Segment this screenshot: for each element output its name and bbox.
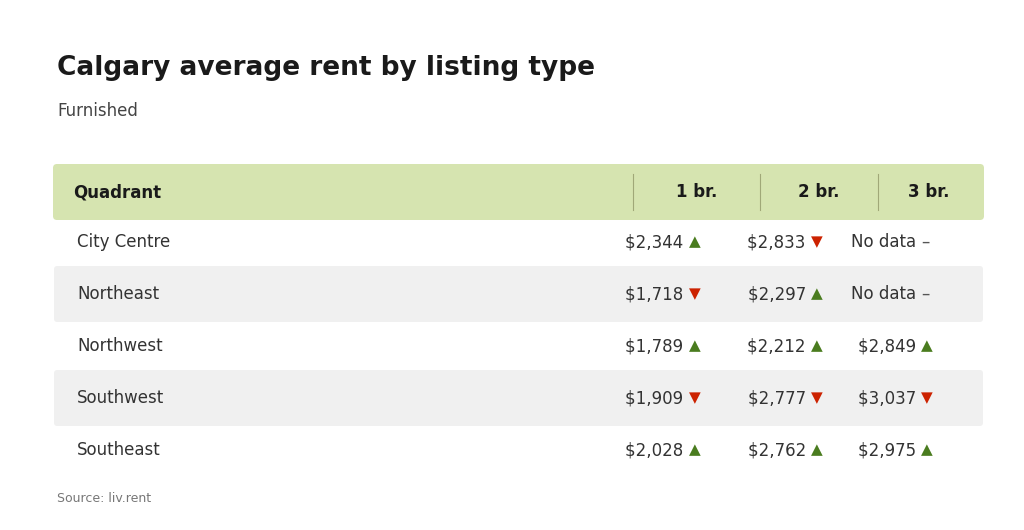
FancyBboxPatch shape [53,164,984,220]
Text: $2,849: $2,849 [858,337,921,355]
Text: Quadrant: Quadrant [73,183,161,201]
Text: City Centre: City Centre [77,233,170,251]
Text: $2,777: $2,777 [748,389,811,407]
Text: ▲: ▲ [921,339,933,354]
Text: $1,789: $1,789 [625,337,688,355]
Text: ▲: ▲ [811,287,822,302]
FancyBboxPatch shape [54,370,983,426]
Text: Northwest: Northwest [77,337,163,355]
Text: ▲: ▲ [811,443,822,457]
Text: ▲: ▲ [688,339,700,354]
Text: ▼: ▼ [921,391,933,405]
Text: $2,833: $2,833 [748,233,811,251]
Text: Northeast: Northeast [77,285,159,303]
Text: No data: No data [851,285,921,303]
Text: $2,975: $2,975 [858,441,921,459]
Text: Southeast: Southeast [77,441,161,459]
Text: $2,762: $2,762 [748,441,811,459]
Text: 2 br.: 2 br. [799,183,840,201]
Text: $2,344: $2,344 [625,233,688,251]
Text: ▼: ▼ [688,287,700,302]
Text: Furnished: Furnished [57,102,138,120]
Text: $2,028: $2,028 [625,441,688,459]
FancyBboxPatch shape [54,266,983,322]
Text: ▼: ▼ [811,234,822,250]
Text: 3 br.: 3 br. [908,183,949,201]
Text: ▼: ▼ [811,391,822,405]
Text: No data: No data [851,233,921,251]
Text: ▼: ▼ [688,391,700,405]
Text: 1 br.: 1 br. [676,183,717,201]
Text: $3,037: $3,037 [857,389,921,407]
Text: –: – [921,285,930,303]
Text: ▲: ▲ [688,234,700,250]
Text: Source: liv.rent: Source: liv.rent [57,492,152,505]
Text: –: – [921,233,930,251]
Text: ▲: ▲ [688,443,700,457]
Text: ▲: ▲ [811,339,822,354]
Text: $1,718: $1,718 [625,285,688,303]
Text: $1,909: $1,909 [625,389,688,407]
Text: Calgary average rent by listing type: Calgary average rent by listing type [57,55,595,81]
Text: ▲: ▲ [921,443,933,457]
Text: $2,212: $2,212 [748,337,811,355]
Text: $2,297: $2,297 [748,285,811,303]
Text: Southwest: Southwest [77,389,164,407]
